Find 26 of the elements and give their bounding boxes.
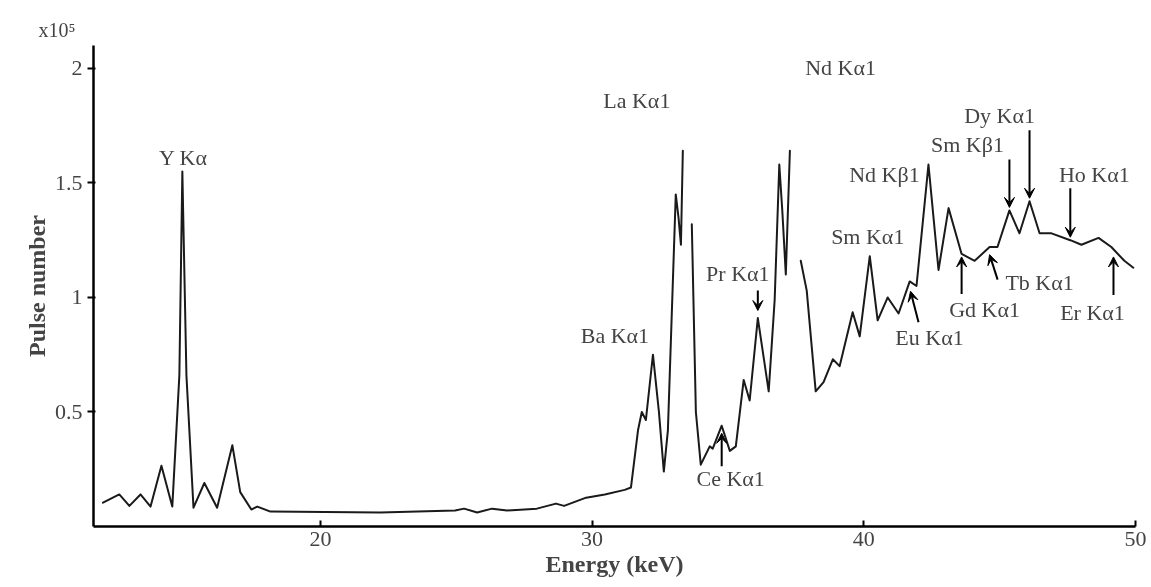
annotation: La Kα1	[603, 88, 671, 114]
y-axis-title: Pulse number	[24, 214, 50, 357]
x-axis-title: Energy (keV)	[545, 550, 684, 577]
annotation: Dy Kα1	[964, 102, 1035, 128]
annotation: Pr Kα1	[706, 260, 770, 286]
annotation: Sm Kα1	[831, 223, 905, 249]
annotation: Nd Kα1	[805, 55, 877, 81]
annotation: Y Kα	[158, 144, 208, 170]
annotation: Ba Kα1	[580, 323, 650, 349]
text: x10⁵	[38, 18, 76, 41]
annotation: Sm Kβ1	[930, 131, 1004, 157]
annotation: Gd Kα1	[949, 297, 1021, 323]
annotation: Nd Kβ1	[849, 162, 920, 188]
y-tick-label: 1.5	[55, 169, 83, 195]
x-tick-label: 30	[581, 525, 604, 551]
y-tick-label: 0.5	[55, 398, 83, 424]
annotation: Er Kα1	[1060, 300, 1125, 326]
x-tick-label: 50	[1124, 525, 1147, 551]
annotation: Ce Kα1	[696, 465, 765, 491]
y-tick-label: 1	[71, 284, 83, 310]
x-tick-label: 20	[309, 525, 332, 551]
annotation: Ho Kα1	[1058, 161, 1130, 187]
annotation: Eu Kα1	[895, 324, 964, 350]
annotation: Tb Kα1	[1005, 270, 1074, 296]
y-tick-label: 2	[71, 55, 83, 81]
x-tick-label: 40	[852, 525, 875, 551]
